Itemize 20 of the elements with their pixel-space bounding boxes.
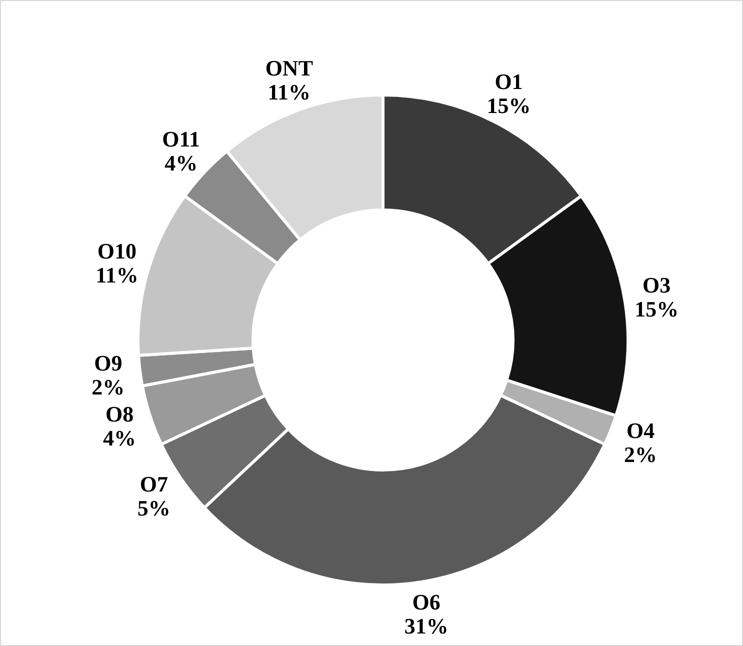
- slice-label: O7: [140, 472, 168, 497]
- slice-label: ONT: [265, 55, 314, 80]
- data-label: 4%: [103, 426, 136, 451]
- data-label: 5%: [137, 496, 170, 521]
- slice-label: O4: [626, 418, 655, 443]
- slice-label: O6: [412, 590, 440, 615]
- data-label: 11%: [96, 262, 138, 288]
- data-label: 11%: [268, 79, 311, 104]
- slice-label: O11: [162, 126, 200, 152]
- data-label: 15%: [486, 93, 531, 118]
- slice-label: O8: [105, 402, 134, 427]
- data-label: 31%: [404, 614, 448, 639]
- slice-label: O3: [642, 272, 671, 298]
- slice-label: O9: [94, 350, 122, 376]
- data-label: 2%: [92, 374, 125, 400]
- data-label: 15%: [634, 296, 679, 322]
- data-label: 2%: [624, 442, 658, 467]
- data-label: 4%: [164, 150, 198, 176]
- slice-label: O1: [494, 69, 523, 94]
- slice-label: O10: [97, 238, 137, 264]
